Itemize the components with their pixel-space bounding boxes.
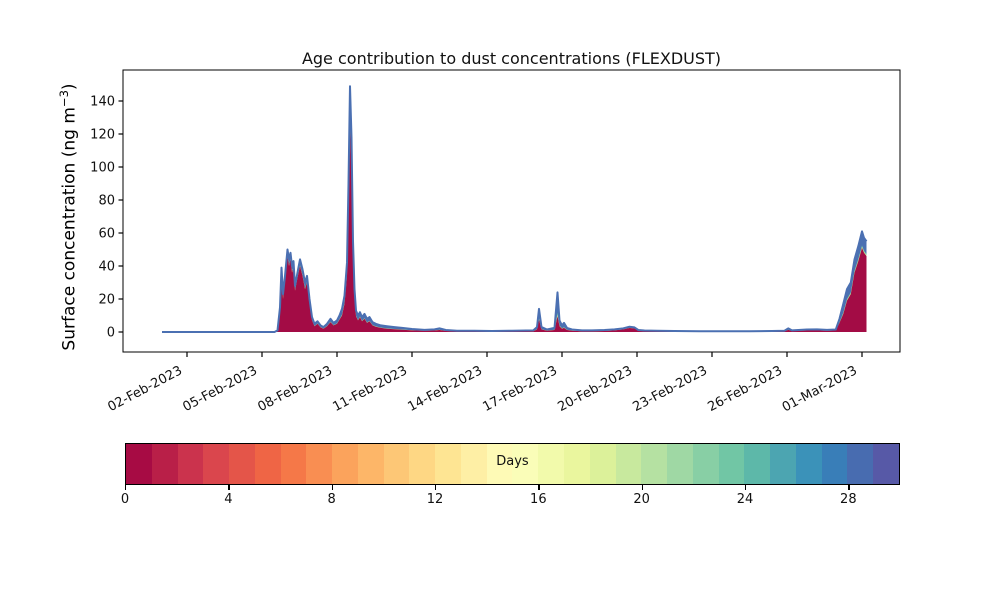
- young-age-area: [162, 124, 867, 332]
- colorbar-segment-day-10: [383, 444, 410, 484]
- colorbar-segment-day-18: [589, 444, 616, 484]
- x-tick-label: 11-Feb-2023: [330, 363, 409, 415]
- colorbar-tick: [641, 485, 643, 490]
- colorbar-tick-label: 0: [120, 492, 130, 507]
- colorbar-segment-day-7: [306, 444, 333, 484]
- colorbar-segment-day-6: [280, 444, 307, 484]
- colorbar-segment-day-13: [460, 444, 487, 484]
- mid-age-teal-area: [162, 118, 867, 333]
- y-tick-label: 20: [98, 293, 115, 308]
- colorbar-segment-day-0: [126, 444, 152, 484]
- colorbar-segment-day-12: [435, 444, 461, 484]
- colorbar-segment-day-25: [770, 444, 796, 484]
- colorbar-segment-day-1: [151, 444, 178, 484]
- x-tick-label: 05-Feb-2023: [180, 363, 259, 415]
- colorbar-tick-label: 24: [736, 492, 754, 507]
- colorbar-tick-label: 12: [426, 492, 444, 507]
- chart-title: Age contribution to dust concentrations …: [301, 49, 722, 68]
- colorbar-segment-day-14: [486, 444, 513, 484]
- colorbar-tick: [331, 485, 333, 490]
- colorbar-segment-day-8: [332, 444, 358, 484]
- colorbar-segment-day-23: [718, 444, 745, 484]
- colorbar-tick-label: 4: [224, 492, 233, 507]
- total-age-area: [162, 86, 867, 332]
- colorbar-tick-label: 20: [633, 492, 650, 507]
- x-tick-label: 20-Feb-2023: [555, 363, 634, 415]
- area-chart: 0 20 40 60 80 100 120 140 02-Feb-202305-Feb-2023…: [90, 69, 901, 415]
- plot-frame: [122, 69, 901, 353]
- mid-age-yellow-area: [162, 121, 867, 332]
- colorbar-segment-day-21: [667, 444, 693, 484]
- colorbar-segment-day-3: [203, 444, 230, 484]
- colorbar-segment-day-2: [177, 444, 204, 484]
- colorbar-segment-day-19: [615, 444, 642, 484]
- y-tick-label: 120: [90, 128, 115, 143]
- colorbar-segment-day-15: [512, 444, 539, 484]
- x-tick-label: 26-Feb-2023: [705, 363, 784, 415]
- colorbar-tick: [848, 485, 850, 490]
- colorbar-tick-label: 16: [530, 492, 547, 507]
- colorbar-segment-day-28: [847, 444, 874, 484]
- colorbar-segment-day-22: [692, 444, 719, 484]
- y-tick-label: 60: [98, 227, 115, 242]
- colorbar-segment-day-26: [795, 444, 822, 484]
- colorbar-tick: [435, 485, 437, 490]
- colorbar-segment-day-4: [229, 444, 255, 484]
- colorbar-tick-label: 8: [327, 492, 336, 507]
- colorbar-segment-day-24: [744, 444, 771, 484]
- x-tick-label: 01-Mar-2023: [780, 363, 860, 415]
- x-tick-label: 14-Feb-2023: [405, 363, 484, 415]
- y-tick-label: 100: [90, 161, 115, 176]
- y-tick-label: 40: [98, 260, 115, 275]
- colorbar-segment-day-17: [564, 444, 590, 484]
- colorbar-segment-day-20: [641, 444, 668, 484]
- colorbar-segment-day-29: [873, 444, 899, 484]
- colorbar-tick: [125, 485, 127, 490]
- colorbar-segment-day-11: [409, 444, 436, 484]
- colorbar-segment-day-27: [821, 444, 848, 484]
- y-tick-label: 80: [98, 194, 115, 209]
- colorbar: [125, 443, 900, 485]
- colorbar-tick: [538, 485, 540, 490]
- colorbar-tick: [745, 485, 747, 490]
- colorbar-segment-day-5: [254, 444, 281, 484]
- y-tick-label: 0: [107, 326, 115, 341]
- y-tick-label: 140: [90, 95, 115, 110]
- x-tick-label: 23-Feb-2023: [630, 363, 709, 415]
- x-tick-label: 08-Feb-2023: [255, 363, 334, 415]
- colorbar-tick: [228, 485, 230, 490]
- colorbar-tick-label: 28: [840, 492, 857, 507]
- colorbar-segment-day-16: [538, 444, 565, 484]
- total-outline: [162, 85, 868, 333]
- colorbar-segment-day-9: [357, 444, 384, 484]
- x-tick-label: 17-Feb-2023: [480, 363, 559, 415]
- x-tick-label: 02-Feb-2023: [105, 363, 184, 415]
